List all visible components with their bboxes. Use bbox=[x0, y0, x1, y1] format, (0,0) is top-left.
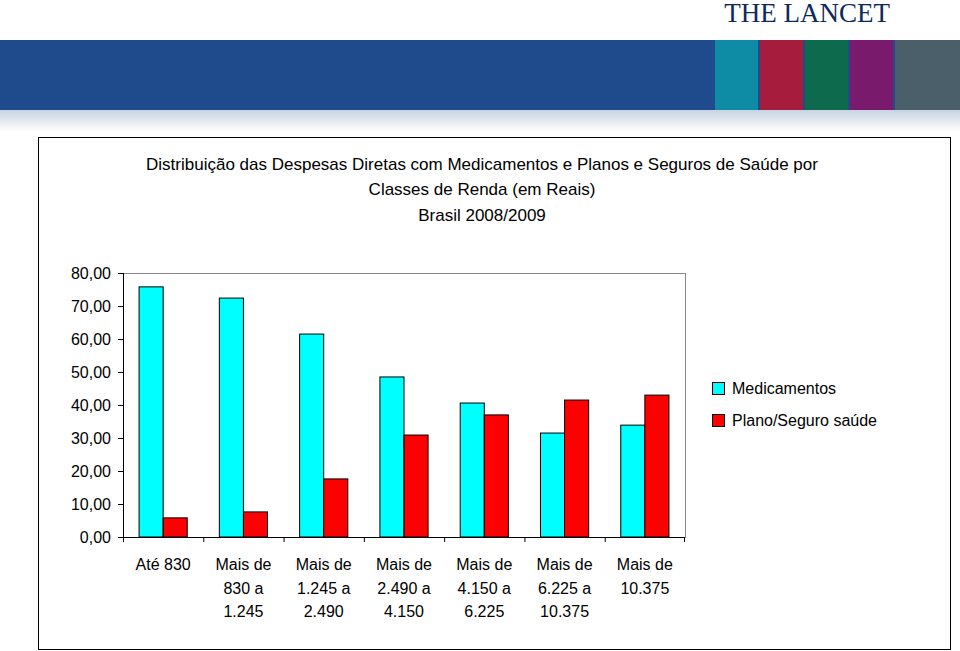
bar bbox=[219, 298, 243, 537]
y-tick-label: 60,00 bbox=[71, 331, 111, 348]
plot-frame bbox=[124, 274, 686, 538]
legend-label: Medicamentos bbox=[732, 380, 836, 397]
x-tick bbox=[123, 537, 124, 542]
x-label-line: Mais de bbox=[456, 556, 512, 573]
y-tick bbox=[118, 471, 123, 472]
header-block bbox=[715, 40, 758, 110]
x-tick-label: Mais de 2.490 a 4.150 bbox=[376, 556, 432, 620]
x-label-line: 1.245 a bbox=[297, 580, 350, 597]
y-tick bbox=[118, 504, 123, 505]
x-label-line: 1.245 bbox=[223, 603, 263, 620]
y-tick bbox=[118, 306, 123, 307]
x-label-line: 4.150 bbox=[384, 603, 424, 620]
bar bbox=[380, 377, 404, 537]
y-tick bbox=[118, 438, 123, 439]
y-tick-label: 50,00 bbox=[71, 364, 111, 381]
x-tick bbox=[605, 537, 606, 542]
x-label-line: Mais de bbox=[617, 556, 673, 573]
legend-label: Plano/Seguro saúde bbox=[732, 412, 877, 429]
y-tick-label: 30,00 bbox=[71, 430, 111, 447]
bar bbox=[645, 395, 669, 537]
y-tick-label: 40,00 bbox=[71, 397, 111, 414]
y-tick-label: 0,00 bbox=[80, 529, 111, 546]
bar bbox=[484, 415, 508, 537]
y-tick-label: 20,00 bbox=[71, 463, 111, 480]
y-tick-label: 10,00 bbox=[71, 496, 111, 513]
x-tick-label: Mais de 10.375 bbox=[617, 556, 673, 597]
bars bbox=[139, 287, 669, 537]
x-tick bbox=[364, 537, 365, 542]
header-block bbox=[760, 40, 803, 110]
x-label-line: 4.150 a bbox=[458, 580, 511, 597]
legend: Medicamentos Plano/Seguro saúde bbox=[713, 380, 878, 429]
bar bbox=[300, 334, 324, 537]
x-label-line: Mais de bbox=[215, 556, 271, 573]
y-tick bbox=[118, 405, 123, 406]
brand: THE LANCET bbox=[724, 0, 890, 28]
page-svg: THE LANCET Distribuição das Despesas Dire… bbox=[0, 0, 960, 651]
x-label-line: 6.225 a bbox=[538, 580, 591, 597]
bar bbox=[565, 400, 589, 537]
x-label-line: Mais de bbox=[537, 556, 593, 573]
header-block bbox=[805, 40, 848, 110]
x-label-line: Até 830 bbox=[136, 556, 191, 573]
page-root: THE LANCET Distribuição das Despesas Dire… bbox=[0, 0, 960, 651]
x-label-line: 2.490 bbox=[304, 603, 344, 620]
chart-subtitle: Brasil 2008/2009 bbox=[418, 206, 546, 225]
legend-swatch bbox=[713, 383, 725, 395]
x-label-line: 6.225 bbox=[464, 603, 504, 620]
x-label-line: 830 a bbox=[223, 580, 263, 597]
x-tick bbox=[284, 537, 285, 542]
bar bbox=[324, 479, 348, 537]
title-line: Distribuição das Despesas Diretas com Me… bbox=[146, 155, 818, 174]
x-label-line: 2.490 a bbox=[377, 580, 430, 597]
bar bbox=[243, 512, 267, 537]
y-tick bbox=[118, 372, 123, 373]
x-tick-label: Mais de 830 a 1.245 bbox=[215, 556, 271, 620]
header-fade bbox=[0, 110, 960, 132]
y-tick bbox=[118, 537, 123, 538]
bar bbox=[621, 425, 645, 537]
y-tick bbox=[118, 273, 123, 274]
x-label-line: 10.375 bbox=[620, 580, 669, 597]
x-tick-label: Mais de 4.150 a 6.225 bbox=[456, 556, 512, 620]
y-tick-label: 80,00 bbox=[71, 265, 111, 282]
x-label-line: Mais de bbox=[376, 556, 432, 573]
bar bbox=[460, 403, 484, 537]
x-tick bbox=[203, 537, 204, 542]
x-axis bbox=[123, 537, 685, 538]
bar bbox=[540, 433, 564, 537]
y-tick bbox=[118, 339, 123, 340]
bar bbox=[163, 518, 187, 537]
chart-title: Distribuição das Despesas Diretas com Me… bbox=[146, 155, 818, 199]
y-tick-label: 70,00 bbox=[71, 298, 111, 315]
bar bbox=[404, 435, 428, 537]
x-label-line: Mais de bbox=[296, 556, 352, 573]
x-tick bbox=[684, 537, 685, 542]
header-block bbox=[895, 40, 960, 110]
x-tick-label: Até 830 bbox=[136, 556, 191, 573]
chart-frame bbox=[39, 138, 951, 650]
bar bbox=[139, 287, 163, 537]
x-label-line: 10.375 bbox=[540, 603, 589, 620]
x-tick-label: Mais de 1.245 a 2.490 bbox=[296, 556, 352, 620]
x-tick bbox=[444, 537, 445, 542]
legend-swatch bbox=[713, 415, 725, 427]
header-band bbox=[0, 40, 960, 110]
y-axis bbox=[123, 273, 124, 537]
x-tick bbox=[524, 537, 525, 542]
header-block bbox=[850, 40, 893, 110]
x-tick-label: Mais de 6.225 a 10.375 bbox=[537, 556, 593, 620]
title-line: Classes de Renda (em Reais) bbox=[369, 180, 596, 199]
